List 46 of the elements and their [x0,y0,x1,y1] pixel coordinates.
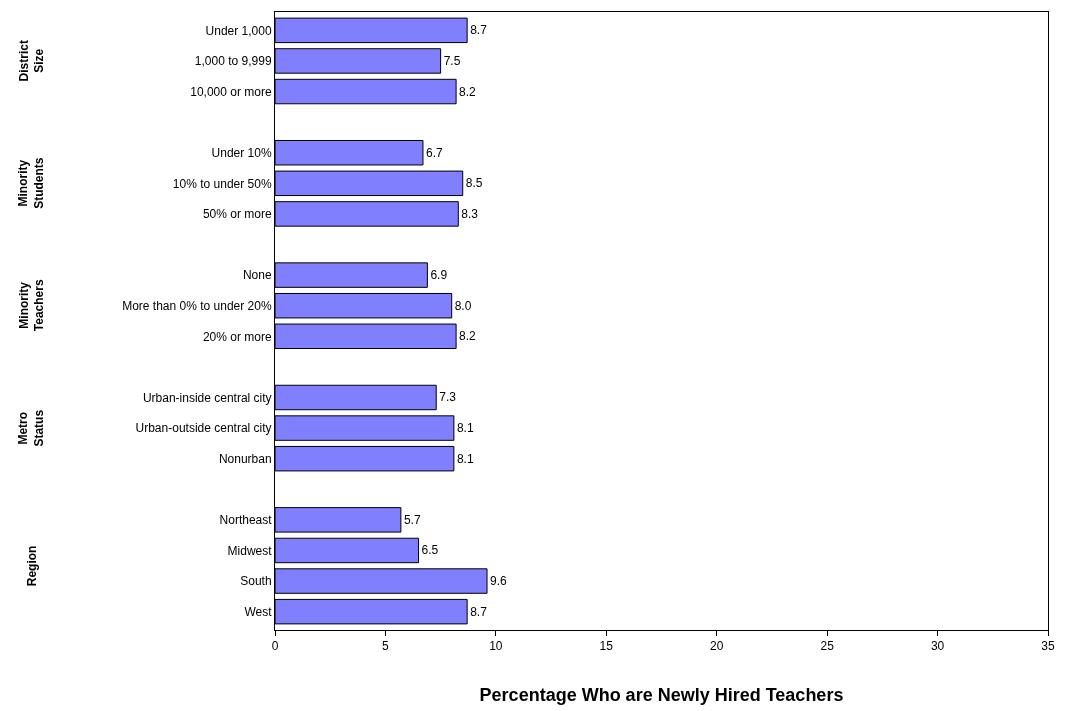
x-axis-title: Percentage Who are Newly Hired Teachers [479,684,844,705]
data-label: 5.7 [403,512,421,527]
y-tick-label: Under 10% [211,145,272,160]
y-tick-label: Urban-inside central city [142,390,272,405]
data-label: 8.3 [461,206,479,221]
data-label: 8.0 [454,298,472,313]
x-tick-label: 5 [382,639,390,654]
data-label: 9.6 [490,574,508,589]
y-tick-label: 1,000 to 9,999 [194,54,272,69]
y-tick-label: 50% or more [202,207,272,222]
x-tick-label: 10 [489,639,503,654]
y-tick-label: Midwest [227,543,273,558]
data-label: 7.5 [443,53,461,68]
data-label: 6.5 [421,543,439,558]
x-tick-label: 0 [271,639,279,654]
x-tick-label: 25 [820,639,835,654]
data-label: 8.2 [459,84,477,99]
data-label: 8.1 [456,451,474,466]
text: Metro Status [16,409,47,447]
text: Region [24,545,39,587]
y-tick-label: Northeast [219,513,273,528]
data-label: 8.2 [459,329,477,344]
x-tick-label: 35 [1041,639,1055,654]
text: District Size [16,40,47,82]
y-tick-label: More than 0% to under 20% [122,298,272,313]
y-tick-label: 10,000 or more [190,84,272,99]
x-tick-label: 15 [599,639,614,654]
y-tick-label: West [244,604,273,619]
x-tick-label: 20 [710,639,724,654]
y-tick-label: South [240,574,272,589]
data-label: 8.7 [470,23,488,38]
text: Minority Students [16,157,46,209]
y-tick-label: 20% or more [202,329,272,344]
y-tick-label: Nonurban [218,451,272,466]
data-label: 8.5 [465,176,483,191]
text: Minority Teachers [16,279,47,332]
x-tick-label: 30 [930,639,945,654]
data-label: 6.7 [425,145,443,160]
data-label: 7.3 [439,390,457,405]
data-label: 6.9 [430,268,448,283]
y-tick-label: None [242,268,272,283]
data-label: 8.7 [470,604,488,619]
y-tick-label: Urban-outside central city [135,421,272,436]
y-tick-label: Under 1,000 [205,23,272,38]
y-tick-label: 10% to under 50% [172,176,272,191]
data-label: 8.1 [456,421,474,436]
